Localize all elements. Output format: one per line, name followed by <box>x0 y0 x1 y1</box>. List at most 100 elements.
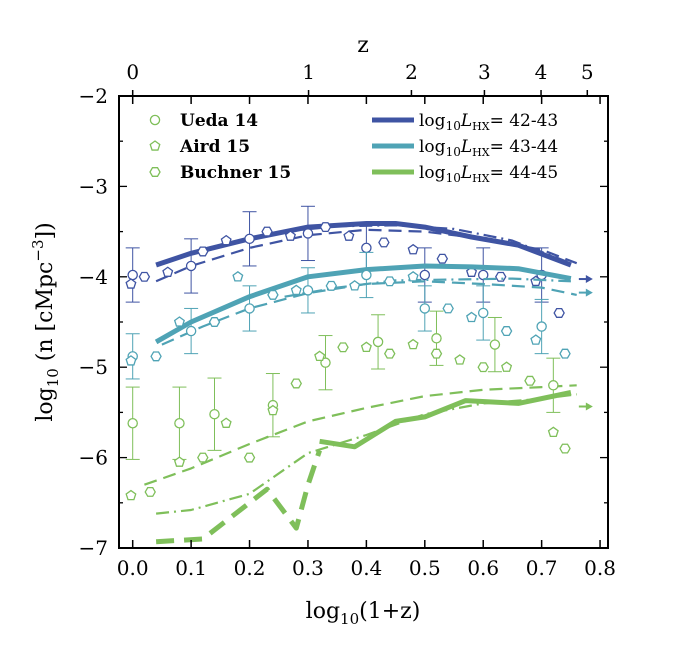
legend-line-label-part: 10 <box>446 171 461 185</box>
aird-point <box>466 266 478 277</box>
buchner-point <box>197 452 209 463</box>
ueda-point <box>548 380 559 391</box>
line-dashdot-44-45 <box>155 393 577 515</box>
x-tick-label: 0.8 <box>584 556 616 580</box>
top-tick-label: 2 <box>405 60 418 84</box>
buchner-point <box>430 348 443 359</box>
aird-point <box>220 417 232 428</box>
buchner-point <box>500 326 513 337</box>
aird-point <box>407 243 419 255</box>
legend-marker-hexagon <box>149 167 161 177</box>
aird-point <box>290 284 302 296</box>
ueda-point <box>244 303 255 314</box>
aird-point <box>173 316 185 327</box>
x-tick-label: 0.2 <box>234 556 266 580</box>
x-tick-label: 0.4 <box>350 556 382 580</box>
ueda-point <box>361 242 372 254</box>
aird-point <box>501 361 513 372</box>
aird-point <box>360 341 372 353</box>
aird-point <box>220 234 232 246</box>
aird-point <box>547 426 559 437</box>
series-43-44 <box>125 251 593 380</box>
legend-line-label: log10LHX= 43-44 <box>419 137 558 159</box>
legend-line-label: log10LHX= 44-45 <box>419 163 558 185</box>
top-tick-label: 1 <box>302 60 315 84</box>
x-tick-label: 0.6 <box>467 556 499 580</box>
x-tick-label: 0.7 <box>526 556 558 580</box>
legend-line-label-part: = 44-45 <box>490 163 559 183</box>
legend-label: Aird 15 <box>179 137 250 157</box>
x-axis-label-sub: 10 <box>340 610 359 628</box>
legend-line-label-part: HX <box>472 172 490 185</box>
ueda-point <box>302 285 314 296</box>
aird-point <box>125 355 137 366</box>
aird-point <box>284 230 296 241</box>
buchner-point <box>243 452 256 463</box>
aird-point <box>530 334 542 345</box>
legend-line-label-part: = 43-44 <box>490 137 559 157</box>
buchner-point <box>138 271 151 282</box>
ueda-point <box>209 408 220 420</box>
top-tick-label: 0 <box>126 60 139 84</box>
x-axis-label: log10(1+z) <box>306 599 421 628</box>
legend-line-label-part: HX <box>472 120 490 133</box>
ueda-point <box>127 269 138 281</box>
y-axis-label-sup: −3 <box>29 240 47 262</box>
y-tick-label: −4 <box>79 265 108 289</box>
ueda-point <box>244 233 255 245</box>
aird-point <box>349 280 361 291</box>
ueda-point <box>372 336 384 348</box>
legend-marker-pentagon <box>149 140 161 151</box>
buchner-point <box>378 237 390 248</box>
x-tick-label: 0.0 <box>117 556 149 580</box>
buchner-point <box>290 378 303 389</box>
series-arrow-head-44-45 <box>585 402 593 411</box>
ueda-point <box>477 269 489 281</box>
y-axis-label-sub: 10 <box>44 368 62 387</box>
aird-point <box>343 230 355 241</box>
x-tick-label: 0.3 <box>292 556 324 580</box>
axis-layer: 0.0 0.1 0.2 0.3 0.4 0.5 0.6 0.7 0.8 −2 −3 −4 −5 −6 −7 0… <box>79 60 616 580</box>
y-tick-label: −6 <box>79 446 108 470</box>
x-tick-label: 0.5 <box>409 556 441 580</box>
buchner-point <box>261 226 273 237</box>
ueda-point <box>536 321 547 332</box>
legend-line-label-part: 10 <box>446 145 461 159</box>
top-axis-label: z <box>357 33 369 58</box>
aird-point <box>466 311 478 323</box>
ueda-point <box>361 269 372 281</box>
top-tick-label: 5 <box>581 60 594 84</box>
buchner-point <box>524 375 536 386</box>
line-thick-dashed-44-45 <box>155 449 322 545</box>
buchner-point <box>319 222 332 233</box>
ueda-point <box>419 269 431 281</box>
x-tick-label: 0.1 <box>175 556 207 580</box>
line-dashed-43-44 <box>161 280 577 346</box>
buchner-point <box>442 303 454 314</box>
legend-line-label-part: HX <box>472 146 490 159</box>
buchner-point <box>494 271 507 282</box>
aird-point <box>162 266 174 277</box>
buchner-point <box>208 317 221 327</box>
ueda-point <box>174 417 185 429</box>
legend-line-label-part: = 42-43 <box>490 111 559 131</box>
legend-label: Buchner 15 <box>180 163 291 183</box>
legend-line-label-part: L <box>460 163 472 183</box>
series-44-45 <box>125 310 593 545</box>
series-layer <box>125 205 593 545</box>
legend-line-label: log10LHX= 42-43 <box>419 111 558 133</box>
buchner-point <box>559 443 571 454</box>
aird-point <box>314 350 326 362</box>
aird-point <box>407 338 419 350</box>
ueda-point <box>419 303 431 314</box>
top-tick-label: 3 <box>478 60 491 84</box>
buchner-point <box>553 307 565 318</box>
buchner-point <box>267 289 279 300</box>
ueda-point <box>185 260 197 272</box>
buchner-point <box>383 276 396 287</box>
legend-line-label-part: L <box>460 137 472 157</box>
buchner-point <box>150 351 162 362</box>
y-tick-label: −3 <box>79 174 108 198</box>
legend-line-label-part: log <box>419 111 446 131</box>
buchner-point <box>383 348 396 359</box>
